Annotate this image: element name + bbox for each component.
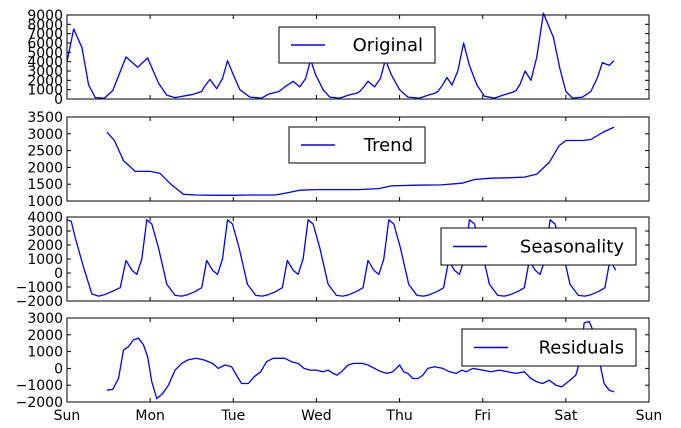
x-tick-label: Sat xyxy=(554,408,577,424)
axes-frame xyxy=(66,14,650,100)
y-tick-label: 5000 xyxy=(27,45,63,61)
y-tick-label: 3000 xyxy=(27,127,63,143)
y-tick-label: 3000 xyxy=(27,224,63,240)
y-tick-label: 2500 xyxy=(27,144,63,160)
y-tick-label: 2000 xyxy=(27,328,63,344)
series-line-trend xyxy=(106,126,615,196)
y-tick-label: 0 xyxy=(54,361,63,377)
y-tick-label: 4000 xyxy=(27,55,63,71)
x-tick-label: Sun xyxy=(54,408,81,424)
legend-label: Trend xyxy=(363,135,413,156)
y-tick-label: 2000 xyxy=(27,238,63,254)
y-tick-label: 1000 xyxy=(27,345,63,361)
legend-label: Residuals xyxy=(539,338,624,359)
y-tick-label: −2000 xyxy=(16,294,63,310)
y-tick-label: 4000 xyxy=(27,210,63,226)
y-tick-label: 3000 xyxy=(27,64,63,80)
y-tick-label: 1000 xyxy=(27,252,63,268)
y-tick-label: 2000 xyxy=(27,73,63,89)
y-tick-label: 3500 xyxy=(27,110,63,126)
y-tick-label: 1500 xyxy=(27,177,63,193)
legend-label: Original xyxy=(353,35,423,56)
y-tick-label: −1000 xyxy=(16,280,63,296)
x-tick-label: Mon xyxy=(135,408,165,424)
y-tick-label: 7000 xyxy=(27,27,63,43)
y-tick-label: 9000 xyxy=(27,8,63,24)
y-tick-label: 0 xyxy=(54,266,63,282)
series-line-residuals xyxy=(106,320,615,400)
y-tick-label: 6000 xyxy=(27,36,63,52)
y-tick-label: 2000 xyxy=(27,160,63,176)
x-tick-label: Sun xyxy=(636,408,663,424)
x-tick-label: Thu xyxy=(385,408,412,424)
x-tick-label: Tue xyxy=(220,408,245,424)
y-tick-label: −1000 xyxy=(16,378,63,394)
legend-trend: Trend xyxy=(288,126,426,164)
x-tick-label: Fri xyxy=(474,408,491,424)
y-tick-label: 3000 xyxy=(27,311,63,327)
legend-label: Seasonality xyxy=(520,237,624,258)
series-line-original xyxy=(66,12,615,99)
y-tick-label: 0 xyxy=(54,92,63,108)
legend-residuals: Residuals xyxy=(461,328,637,367)
y-tick-label: −2000 xyxy=(16,395,63,411)
x-tick-label: Wed xyxy=(301,408,332,424)
legend-original: Original xyxy=(278,26,436,64)
y-tick-label: 8000 xyxy=(27,17,63,33)
y-tick-label: 1000 xyxy=(27,83,63,99)
legend-seasonality: Seasonality xyxy=(440,227,637,266)
series-line-seasonality xyxy=(66,219,617,297)
axes-frame xyxy=(66,116,650,202)
y-tick-label: 1000 xyxy=(27,194,63,210)
axes-frame xyxy=(66,317,650,403)
